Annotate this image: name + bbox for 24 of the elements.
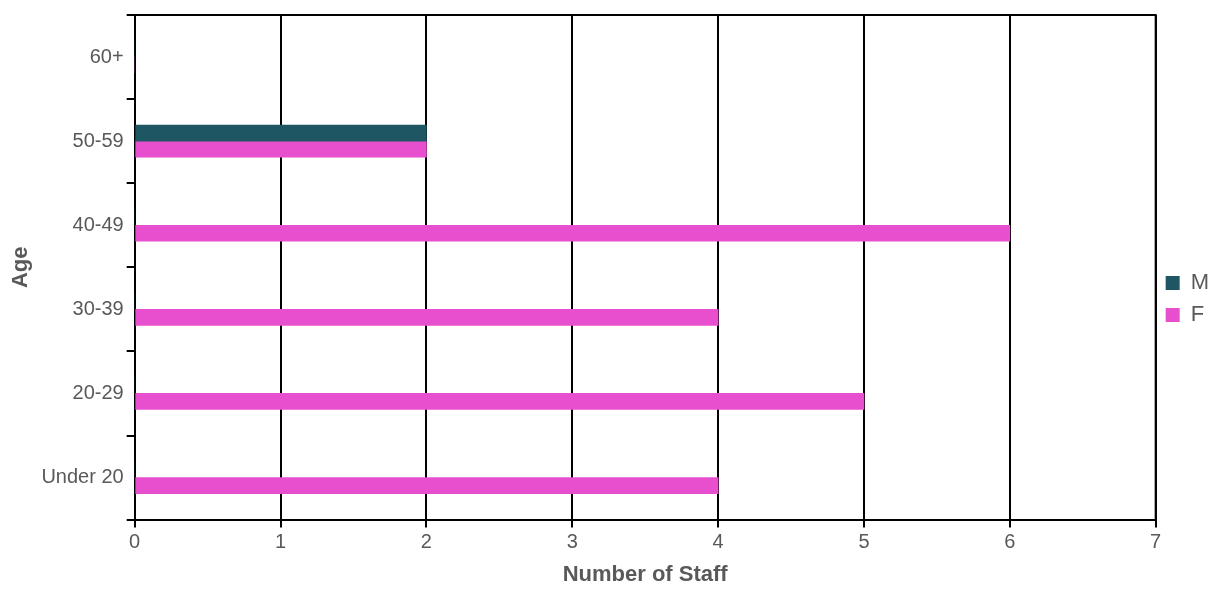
x-tick-label: 0 — [129, 530, 141, 553]
y-tick-label: 50-59 — [72, 128, 124, 151]
bar — [135, 224, 1011, 242]
x-tick-label: 5 — [858, 530, 870, 553]
x-axis-title: Number of Staff — [562, 560, 729, 586]
x-tick-label: 7 — [1150, 530, 1162, 553]
x-tick-label: 1 — [274, 530, 287, 553]
x-tick-label: 2 — [420, 530, 432, 553]
y-tick-label: Under 20 — [41, 465, 124, 488]
bar — [135, 124, 427, 142]
bar — [135, 477, 719, 494]
y-tick-label: 40-49 — [72, 212, 124, 235]
x-tick-label: 3 — [566, 530, 578, 553]
x-tick-label: 4 — [712, 530, 724, 553]
y-tick-label: 60+ — [89, 44, 124, 67]
bar — [135, 140, 427, 158]
bar — [135, 393, 865, 410]
legend-label: M — [1190, 269, 1209, 295]
y-axis-title: Age — [7, 246, 33, 289]
legend-label: F — [1190, 301, 1205, 327]
bar — [135, 309, 719, 326]
x-tick-label: 6 — [1004, 530, 1016, 553]
y-tick-label: 20-29 — [72, 380, 124, 403]
y-tick-label: 30-39 — [72, 296, 124, 319]
